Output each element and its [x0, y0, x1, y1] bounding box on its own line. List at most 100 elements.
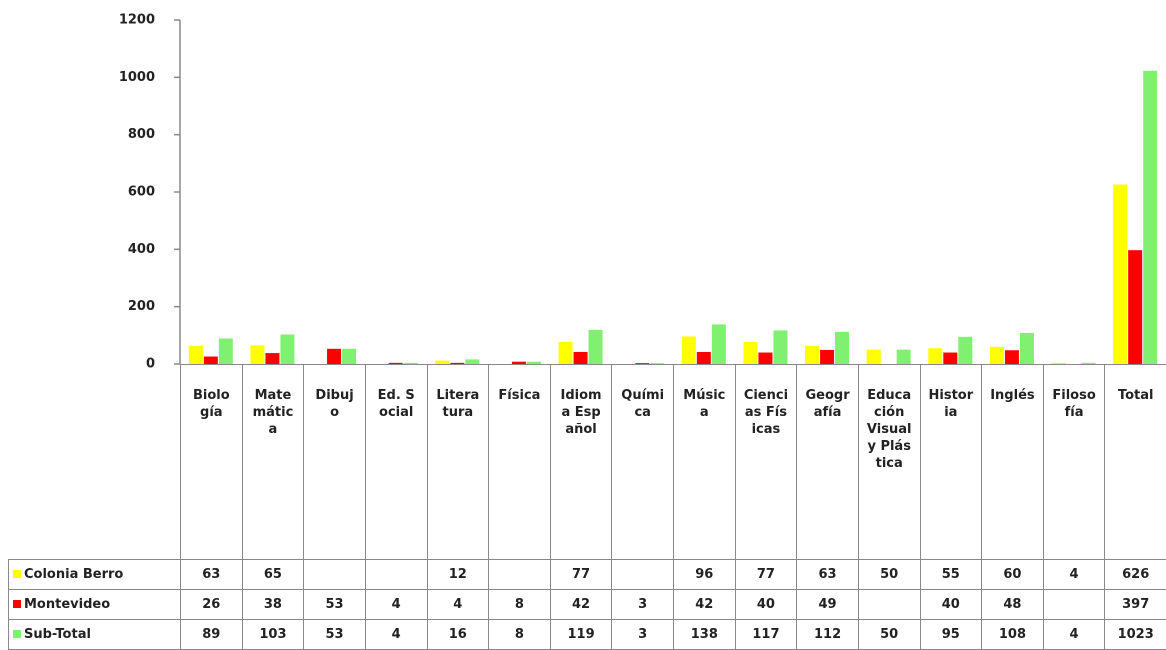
table-value: 77 — [735, 560, 797, 590]
table-value: 8 — [489, 590, 551, 620]
table-value: 53 — [304, 620, 366, 650]
table-value: 4 — [427, 590, 489, 620]
y-tick-label: 1200 — [119, 13, 155, 28]
bar — [1020, 333, 1034, 364]
legend-key — [13, 630, 21, 638]
table-value: 397 — [1105, 590, 1166, 620]
bar — [204, 357, 218, 364]
table-value: 8 — [489, 620, 551, 650]
category-label: Física — [489, 365, 551, 560]
bar — [265, 353, 279, 364]
bar — [682, 336, 696, 364]
table-value: 4 — [1043, 620, 1105, 650]
category-label: Literatura — [427, 365, 489, 560]
table-value — [489, 560, 551, 590]
table-value: 138 — [674, 620, 736, 650]
category-label: Inglés — [982, 365, 1044, 560]
legend-entry: Montevideo — [9, 590, 181, 620]
series-name: Montevideo — [24, 597, 110, 612]
bar — [327, 349, 341, 364]
table-value: 63 — [181, 560, 243, 590]
category-label: Ciencias Físicas — [735, 365, 797, 560]
bar — [773, 330, 787, 364]
bar — [219, 338, 233, 364]
table-value: 95 — [920, 620, 982, 650]
table-value — [365, 560, 427, 590]
table-value: 96 — [674, 560, 736, 590]
table-value: 103 — [242, 620, 304, 650]
table-value: 60 — [982, 560, 1044, 590]
table-value: 626 — [1105, 560, 1166, 590]
bar — [574, 352, 588, 364]
bar — [958, 337, 972, 364]
bar — [1113, 185, 1127, 364]
legend-entry: Sub-Total — [9, 620, 181, 650]
category-label: Química — [612, 365, 674, 560]
y-tick-label: 1000 — [119, 70, 155, 85]
category-label: Dibujo — [304, 365, 366, 560]
legend-entry: Colonia Berro — [9, 560, 181, 590]
y-tick-label: 800 — [128, 127, 155, 142]
table-value: 38 — [242, 590, 304, 620]
table-value: 53 — [304, 590, 366, 620]
bar — [820, 350, 834, 364]
category-label: Música — [674, 365, 736, 560]
legend-key — [13, 600, 21, 608]
bar — [342, 349, 356, 364]
bar — [1128, 250, 1142, 364]
bar — [189, 346, 203, 364]
table-value: 26 — [181, 590, 243, 620]
y-tick-label: 600 — [128, 185, 155, 200]
bar — [758, 353, 772, 364]
legend-key — [13, 570, 21, 578]
bar — [250, 345, 264, 364]
table-value: 117 — [735, 620, 797, 650]
table-value — [858, 590, 920, 620]
category-label: Ed. Social — [365, 365, 427, 560]
table-value: 42 — [550, 590, 612, 620]
table-value — [1043, 590, 1105, 620]
category-label: Historia — [920, 365, 982, 560]
category-label: Geografía — [797, 365, 859, 560]
table-value: 40 — [920, 590, 982, 620]
table-value: 50 — [858, 620, 920, 650]
blank-cell — [9, 365, 181, 560]
bar — [928, 348, 942, 364]
bar — [943, 353, 957, 364]
bar — [867, 350, 881, 364]
table-value: 55 — [920, 560, 982, 590]
series-name: Colonia Berro — [24, 567, 123, 582]
bar — [712, 324, 726, 364]
table-value: 40 — [735, 590, 797, 620]
bar — [1143, 71, 1157, 364]
table-value: 4 — [1043, 560, 1105, 590]
series-name: Sub-Total — [24, 627, 91, 642]
y-tick-label: 200 — [128, 299, 155, 314]
table-value — [612, 560, 674, 590]
table-value — [304, 560, 366, 590]
bar — [897, 350, 911, 364]
bar — [990, 347, 1004, 364]
table-value: 77 — [550, 560, 612, 590]
bar — [697, 352, 711, 364]
table-value: 112 — [797, 620, 859, 650]
bar — [805, 346, 819, 364]
category-label: Biología — [181, 365, 243, 560]
table-value: 1023 — [1105, 620, 1166, 650]
table-value: 3 — [612, 620, 674, 650]
category-label: Educación Visual y Plástica — [858, 365, 920, 560]
table-value: 108 — [982, 620, 1044, 650]
bar — [559, 342, 573, 364]
y-tick-label: 400 — [128, 242, 155, 257]
category-label: Total — [1105, 365, 1166, 560]
table-value: 63 — [797, 560, 859, 590]
bar — [743, 342, 757, 364]
table-value: 65 — [242, 560, 304, 590]
table-value: 42 — [674, 590, 736, 620]
